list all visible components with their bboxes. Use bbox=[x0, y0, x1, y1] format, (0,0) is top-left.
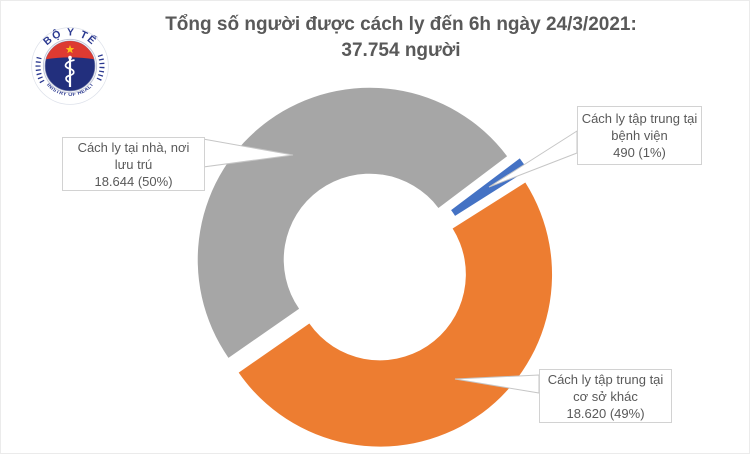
callout-label-hospital: Cách ly tập trung tại bệnh viện 490 (1%) bbox=[577, 106, 702, 165]
caduceus-icon bbox=[64, 55, 75, 87]
callout-label-home: Cách ly tại nhà, nơi lưu trú 18.644 (50%… bbox=[62, 137, 205, 191]
callout-other-value: 18.620 (49%) bbox=[566, 405, 645, 421]
star-icon bbox=[65, 45, 75, 54]
donut-slices-group bbox=[197, 87, 553, 447]
callout-other-line1: Cách ly tập trung tại bbox=[547, 371, 664, 387]
callout-hospital-value: 490 (1%) bbox=[613, 145, 666, 160]
chart-title: Tổng số người được cách ly đến 6h ngày 2… bbox=[51, 12, 749, 64]
callout-label-other: Cách ly tập trung tại cơ sở khác 18.620 … bbox=[539, 369, 672, 423]
callout-home-line1: Cách ly tại nhà, nơi bbox=[77, 139, 190, 155]
chart-title-line2: 37.754 người bbox=[341, 40, 461, 61]
callout-home-line2: lưu trú bbox=[114, 156, 153, 172]
callout-other-line2: cơ sở khác bbox=[573, 388, 638, 404]
callout-home-value: 18.644 (50%) bbox=[94, 173, 173, 189]
chart-title-line1: Tổng số người được cách ly đến 6h ngày 2… bbox=[165, 14, 637, 35]
callout-hospital-line1: Cách ly tập trung tại bbox=[581, 111, 698, 126]
ministry-of-health-logo: BỘ Y TẾ MINISTRY OF HEALTH bbox=[31, 27, 109, 105]
callout-hospital-line2: bệnh viện bbox=[611, 128, 668, 143]
